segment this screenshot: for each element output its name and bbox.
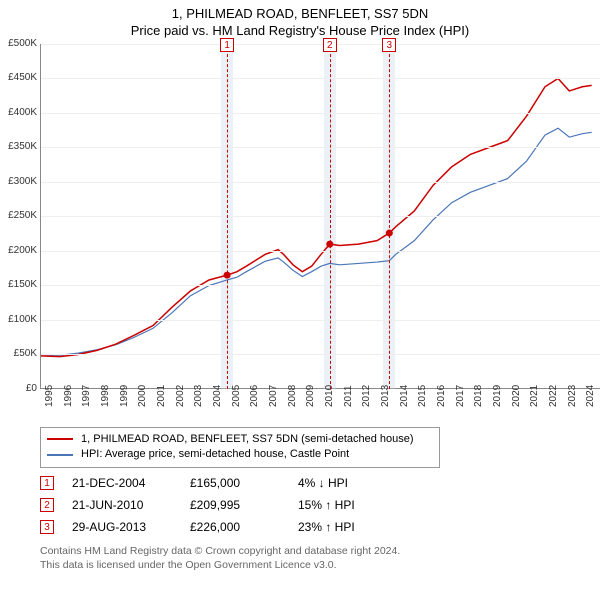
x-axis-label: 2012 <box>361 385 372 407</box>
price-chart: £0£50K£100K£150K£200K£250K£300K£350K£400… <box>40 44 600 389</box>
y-axis-label: £150K <box>3 280 37 290</box>
transaction-row: 2 21-JUN-2010 £209,995 15% ↑ HPI <box>40 498 600 512</box>
transaction-price: £209,995 <box>190 498 280 512</box>
x-axis-label: 2014 <box>399 385 410 407</box>
transaction-price: £165,000 <box>190 476 280 490</box>
transaction-row: 3 29-AUG-2013 £226,000 23% ↑ HPI <box>40 520 600 534</box>
gridline <box>41 320 600 321</box>
property-line <box>41 78 592 356</box>
transaction-badge: 2 <box>40 498 54 512</box>
x-axis-label: 2022 <box>548 385 559 407</box>
transaction-delta: 4% ↓ HPI <box>298 476 378 490</box>
sale-marker-badge: 2 <box>323 38 337 52</box>
transaction-badge: 1 <box>40 476 54 490</box>
x-axis-label: 2020 <box>511 385 522 407</box>
y-axis-label: £500K <box>3 39 37 49</box>
x-axis-label: 2002 <box>175 385 186 407</box>
x-axis-label: 2018 <box>473 385 484 407</box>
y-axis-label: £300K <box>3 177 37 187</box>
page-title: 1, PHILMEAD ROAD, BENFLEET, SS7 5DN <box>0 0 600 23</box>
x-axis-label: 2003 <box>193 385 204 407</box>
footer-copyright: Contains HM Land Registry data © Crown c… <box>40 544 592 558</box>
x-axis-label: 2005 <box>231 385 242 407</box>
gridline <box>41 113 600 114</box>
x-axis-label: 2008 <box>287 385 298 407</box>
transaction-date: 29-AUG-2013 <box>72 520 172 534</box>
y-axis-label: £0 <box>3 384 37 394</box>
x-axis-label: 2000 <box>137 385 148 407</box>
legend-swatch <box>47 454 73 456</box>
legend-row: 1, PHILMEAD ROAD, BENFLEET, SS7 5DN (sem… <box>47 432 433 447</box>
transaction-row: 1 21-DEC-2004 £165,000 4% ↓ HPI <box>40 476 600 490</box>
x-axis-label: 2001 <box>156 385 167 407</box>
sale-marker-badge: 3 <box>382 38 396 52</box>
gridline <box>41 78 600 79</box>
footer-licence: This data is licensed under the Open Gov… <box>40 558 592 572</box>
x-axis-label: 2006 <box>249 385 260 407</box>
x-axis-label: 2009 <box>305 385 316 407</box>
transaction-date: 21-DEC-2004 <box>72 476 172 490</box>
x-axis-label: 1996 <box>63 385 74 407</box>
page-subtitle: Price paid vs. HM Land Registry's House … <box>0 23 600 44</box>
gridline <box>41 182 600 183</box>
legend-row: HPI: Average price, semi-detached house,… <box>47 447 433 462</box>
sale-marker-line <box>227 44 228 389</box>
gridline <box>41 44 600 45</box>
gridline <box>41 354 600 355</box>
transaction-badge: 3 <box>40 520 54 534</box>
transaction-delta: 23% ↑ HPI <box>298 520 378 534</box>
transaction-price: £226,000 <box>190 520 280 534</box>
gridline <box>41 285 600 286</box>
x-axis-label: 1999 <box>119 385 130 407</box>
sale-marker-line <box>330 44 331 389</box>
transaction-delta: 15% ↑ HPI <box>298 498 378 512</box>
x-axis-label: 2007 <box>268 385 279 407</box>
y-axis-label: £100K <box>3 315 37 325</box>
x-axis-label: 1995 <box>44 385 55 407</box>
x-axis-label: 1997 <box>81 385 92 407</box>
legend: 1, PHILMEAD ROAD, BENFLEET, SS7 5DN (sem… <box>40 427 440 468</box>
transactions-table: 1 21-DEC-2004 £165,000 4% ↓ HPI 2 21-JUN-2010… <box>0 476 600 534</box>
legend-swatch <box>47 438 73 440</box>
y-axis-label: £450K <box>3 73 37 83</box>
x-axis-label: 1998 <box>100 385 111 407</box>
y-axis-label: £350K <box>3 142 37 152</box>
x-axis-label: 2019 <box>492 385 503 407</box>
y-axis-label: £50K <box>3 349 37 359</box>
x-axis-label: 2004 <box>212 385 223 407</box>
x-axis-label: 2021 <box>529 385 540 407</box>
hpi-line <box>41 128 592 355</box>
footer: Contains HM Land Registry data © Crown c… <box>40 544 592 572</box>
x-axis-label: 2023 <box>567 385 578 407</box>
sale-marker-badge: 1 <box>220 38 234 52</box>
gridline <box>41 251 600 252</box>
x-axis-label: 2011 <box>343 385 354 407</box>
y-axis-label: £200K <box>3 246 37 256</box>
x-axis-label: 2017 <box>455 385 466 407</box>
x-axis-label: 2015 <box>417 385 428 407</box>
x-axis-label: 2016 <box>436 385 447 407</box>
legend-label: 1, PHILMEAD ROAD, BENFLEET, SS7 5DN (sem… <box>81 432 414 447</box>
x-axis-label: 2024 <box>585 385 596 407</box>
sale-marker-line <box>389 44 390 389</box>
transaction-date: 21-JUN-2010 <box>72 498 172 512</box>
y-axis-label: £400K <box>3 108 37 118</box>
legend-label: HPI: Average price, semi-detached house,… <box>81 447 349 462</box>
gridline <box>41 147 600 148</box>
gridline <box>41 216 600 217</box>
y-axis-label: £250K <box>3 211 37 221</box>
